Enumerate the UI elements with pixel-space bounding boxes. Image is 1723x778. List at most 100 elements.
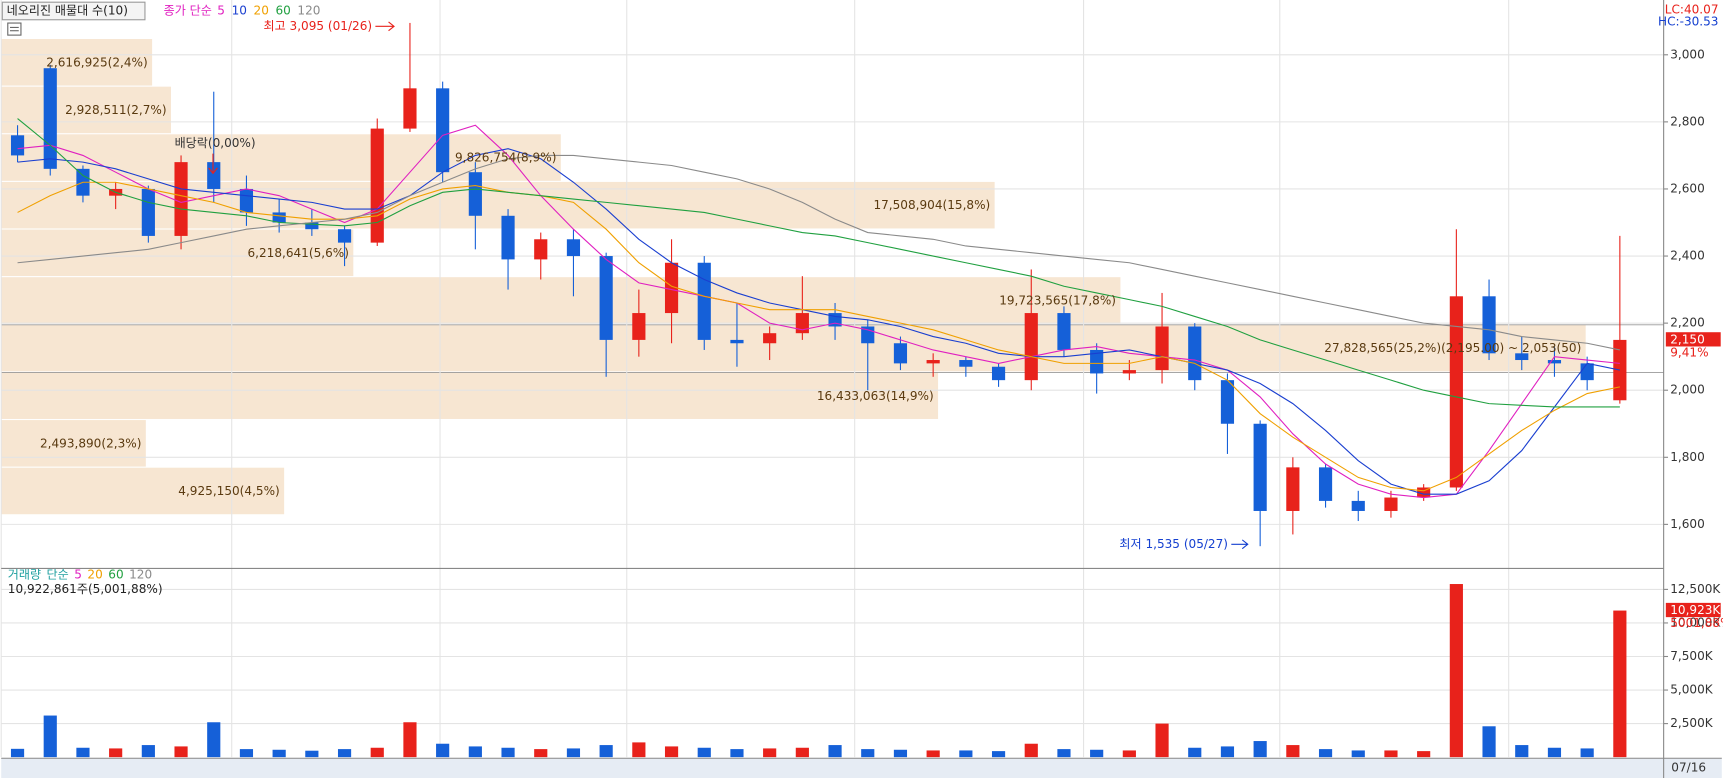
settings-icon[interactable]	[7, 22, 22, 36]
volume-bar	[1318, 749, 1333, 758]
legend-ma-label: 종가 단순	[164, 3, 212, 17]
volume-bar	[305, 750, 319, 758]
volume-bar	[10, 748, 25, 758]
current-volume-box	[1665, 602, 1721, 618]
candle-body	[337, 229, 352, 243]
ma-line	[17, 124, 1620, 499]
volume-legend-entry: 거래량	[8, 567, 41, 581]
volume-legend-entry: 120	[129, 567, 152, 581]
volume-bar	[828, 745, 842, 758]
volume-tick-label: 12,500K	[1670, 582, 1721, 596]
volume-profile	[1, 39, 1586, 515]
profile-bar	[1, 324, 1586, 372]
legend-entry: 20	[254, 3, 269, 17]
profile-label: 2,493,890(2,3%)	[40, 436, 141, 450]
candle-body	[632, 313, 646, 340]
volume-bar	[926, 750, 940, 758]
volume-tick-label: 2,500K	[1670, 716, 1714, 730]
candle-body	[1613, 339, 1627, 401]
candle-body	[43, 68, 57, 169]
profile-bar	[1, 420, 146, 467]
labels: 5 10 20 60 120 거래량 단순 5 20 60 120 2,616,925(2,4%) 2,…	[3, 3, 1723, 774]
candle-body	[370, 128, 384, 243]
legend-entry: 10	[232, 3, 247, 17]
volume-bar	[1188, 747, 1202, 758]
volume-bar	[1057, 749, 1071, 758]
volume-bar	[861, 749, 875, 758]
volume-bar	[534, 749, 548, 758]
volume-bar	[403, 722, 417, 758]
legend-box[interactable]	[1, 1, 146, 21]
grid	[0, 0, 1669, 758]
volume-bar	[370, 747, 384, 758]
candle-body	[305, 222, 319, 230]
ma-line	[17, 148, 1620, 495]
volume-tick-label: 7,500K	[1670, 649, 1714, 663]
current-volume-change: 5001,88%	[1670, 616, 1723, 630]
candle-body	[1515, 353, 1529, 361]
volume-bar	[991, 751, 1006, 758]
profile-label: 27,828,565(25,2%)(2,195.00) ~ 2,053(50)	[1324, 341, 1581, 355]
volume-bar	[893, 749, 908, 758]
candle-body	[468, 172, 482, 216]
low-annotation: 최저 1,535 (05/27)	[1119, 537, 1228, 551]
candle-body	[697, 262, 711, 340]
candle-body	[501, 215, 515, 260]
volume-bar	[43, 715, 57, 758]
dividend-annotation: 배당락(0,00%)	[175, 136, 256, 150]
y-tick-label: 2,000	[1670, 383, 1705, 397]
candle-body	[763, 333, 777, 344]
profile-bar	[1, 39, 153, 86]
candle-body	[174, 162, 188, 236]
volume-tick-label: 5,000K	[1670, 683, 1714, 697]
current-volume: 10,923K	[1670, 603, 1721, 617]
profile-bar	[1, 86, 171, 134]
candle-body	[239, 188, 254, 213]
volume-bar	[109, 748, 123, 758]
high-arrow	[375, 21, 395, 32]
profile-bar	[1, 372, 939, 419]
volume-summary: 10,922,861주(5,001,88%)	[8, 582, 163, 596]
volume-bar	[337, 749, 352, 758]
y-tick-label: 1,600	[1670, 517, 1705, 531]
x-axis-band	[1, 758, 1722, 778]
y-tick-label: 2,600	[1670, 181, 1705, 195]
volume-bar	[632, 742, 646, 758]
volume-bar	[1253, 741, 1267, 758]
profile-bar	[1, 134, 561, 181]
candle-body	[1122, 370, 1136, 374]
volume-bar	[1220, 746, 1235, 758]
volume-bar	[1122, 750, 1136, 758]
volume-bar	[468, 746, 482, 758]
volume-legend-entry: 60	[108, 567, 123, 581]
profile-bar	[1, 229, 354, 277]
profile-label: 17,508,904(15,8%)	[873, 198, 990, 212]
candle-body	[1220, 380, 1235, 424]
lc-label: LC:40.07	[1665, 2, 1719, 16]
volume-bar	[501, 747, 515, 758]
candle-body	[1580, 363, 1594, 381]
volume-bar	[1024, 743, 1038, 758]
ma-line	[17, 154, 1620, 351]
candle-body	[795, 313, 809, 334]
volume-legend-entry: 5	[74, 567, 82, 581]
candle-body	[10, 135, 25, 156]
volume-bar	[1090, 749, 1104, 758]
y-tick-label: 2,400	[1670, 249, 1705, 263]
candle-body	[664, 262, 679, 314]
candle-body	[1057, 313, 1071, 350]
marks	[10, 22, 1627, 758]
y-tick-label: 3,000	[1670, 47, 1705, 61]
candle-body	[534, 239, 548, 260]
legend-title: 네오리진 매물대 수(10)	[7, 3, 128, 17]
candle-body	[207, 162, 221, 189]
volume-bar	[141, 745, 155, 758]
profile-label: 9,826,754(8,9%)	[455, 151, 556, 165]
profile-label: 2,928,511(2,7%)	[65, 103, 166, 117]
candle-body	[1155, 326, 1169, 371]
volume-bar	[272, 749, 286, 758]
current-change: 9,41%	[1670, 346, 1708, 360]
volume-bar	[763, 748, 777, 758]
